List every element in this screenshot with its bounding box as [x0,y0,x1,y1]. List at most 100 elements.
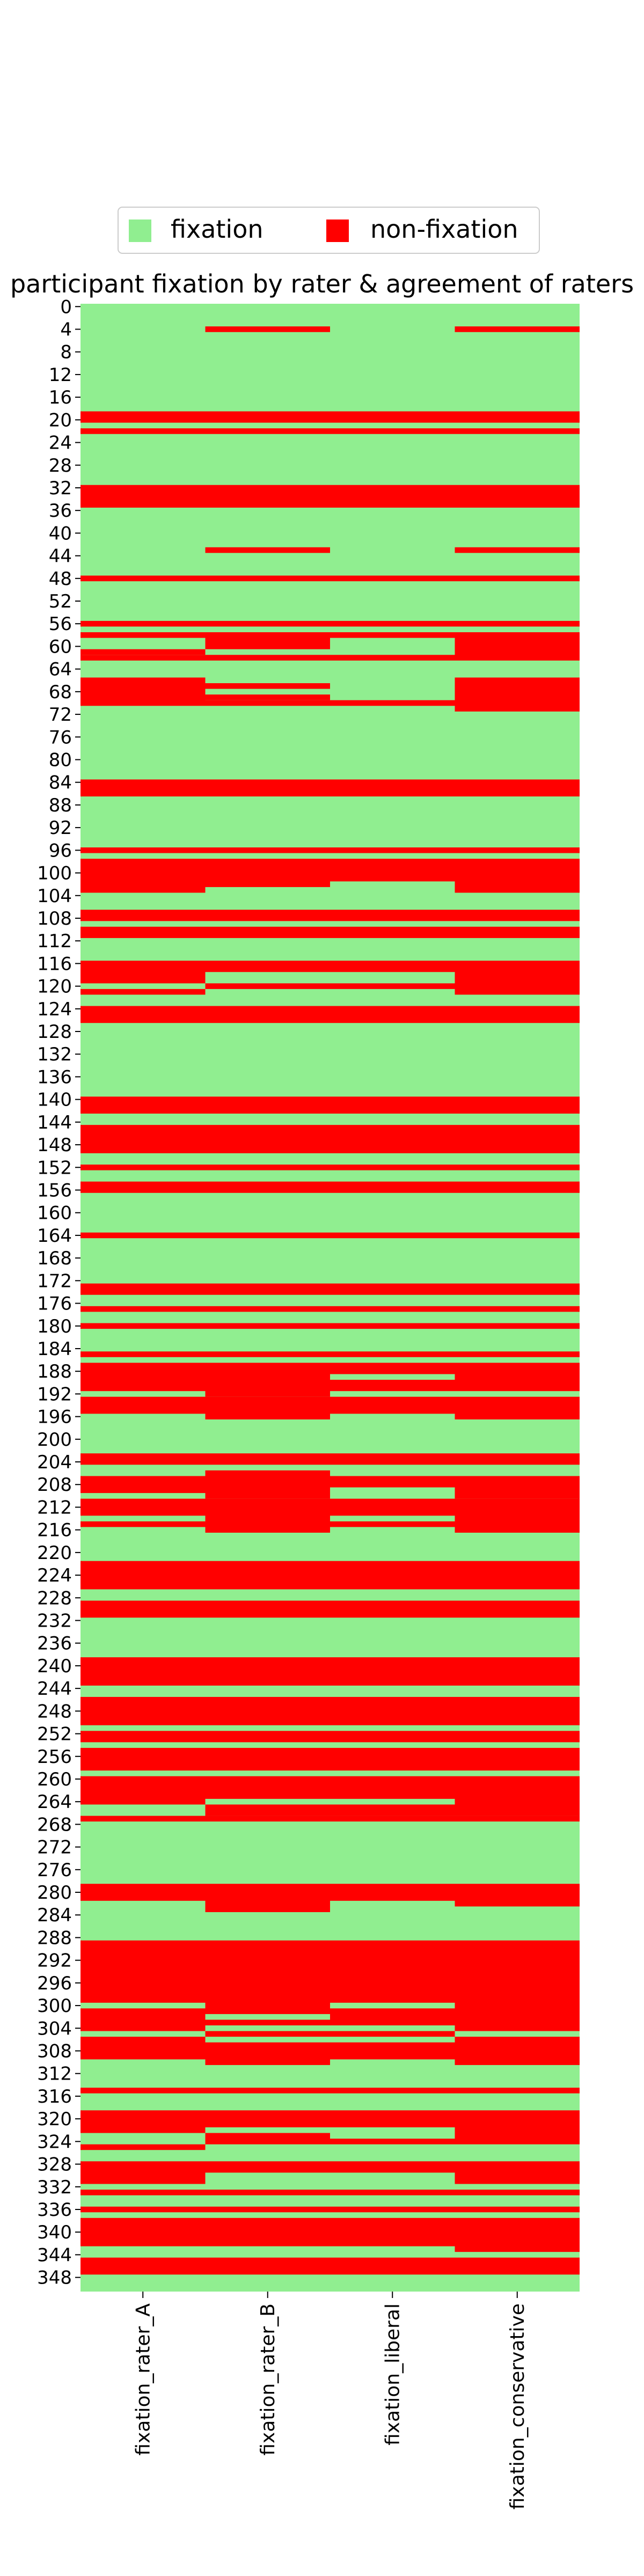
y-tick-label: 216 [37,1520,72,1541]
heatmap-cell-nonfixation [330,2206,455,2213]
y-tick-label: 64 [49,659,72,680]
heatmap-cell-nonfixation [455,1283,580,1295]
heatmap-cell-nonfixation [205,961,330,972]
heatmap-cells [80,304,580,2292]
heatmap-cell-nonfixation [455,485,580,508]
heatmap-cell-nonfixation [455,1657,580,1686]
y-tick-label: 16 [49,387,72,408]
heatmap-cell-nonfixation [455,910,580,921]
y-tick-label: 168 [37,1248,72,1269]
y-tick-label: 196 [37,1407,72,1428]
y-tick-label: 332 [37,2177,72,2198]
heatmap-cell-nonfixation [455,1600,580,1618]
heatmap-cell-nonfixation [330,1363,455,1374]
heatmap-cell-nonfixation [205,1306,330,1312]
heatmap-cell-nonfixation [205,2088,330,2094]
heatmap-cell-nonfixation [205,2218,330,2246]
heatmap-cell-nonfixation [205,1600,330,1618]
y-tick-label: 244 [37,1678,72,1700]
heatmap-cell-nonfixation [455,1453,580,1465]
heatmap-cell-nonfixation [205,1165,330,1170]
y-tick-label: 120 [37,976,72,998]
heatmap-cell-nonfixation [205,2190,330,2196]
heatmap-cell-nonfixation [455,677,580,712]
heatmap-cell-nonfixation [330,1006,455,1023]
legend: fixation non-fixation [118,207,540,254]
heatmap-cell-nonfixation [80,1363,206,1392]
heatmap-cell-nonfixation [330,485,455,508]
heatmap-cell-nonfixation [455,1351,580,1357]
y-tick-label: 212 [37,1497,72,1518]
heatmap-cell-nonfixation [80,779,206,797]
y-tick-label: 40 [49,523,72,544]
heatmap-cell-nonfixation [80,2190,206,2196]
y-tick-label: 224 [37,1565,72,1586]
heatmap-cell-nonfixation [80,575,206,582]
heatmap-cell-nonfixation [455,1306,580,1312]
heatmap-cell-nonfixation [205,1453,330,1465]
heatmap-cell-nonfixation [330,2257,455,2275]
chart-title: participant fixation by rater & agreemen… [10,269,634,298]
heatmap-cell-nonfixation [455,2088,580,2094]
heatmap-cell-nonfixation [455,1006,580,1023]
heatmap-cell-nonfixation [330,1804,455,1816]
heatmap-cell-nonfixation [330,2008,455,2026]
heatmap-cell-nonfixation [80,649,206,655]
heatmap-cell-nonfixation [205,700,330,706]
heatmap-cell-nonfixation [330,2161,455,2173]
heatmap-cell-nonfixation [80,1283,206,1295]
x-tick-label-fixation_conservative: fixation_conservative [507,2303,529,2509]
y-tick-label: 108 [37,908,72,930]
heatmap-cell-nonfixation [80,620,206,627]
heatmap-cell-nonfixation [455,1776,580,1816]
heatmap-cell-nonfixation [330,1283,455,1295]
heatmap-cell-nonfixation [205,779,330,797]
heatmap-cell-nonfixation [205,485,330,508]
y-axis: 0481216202428323640444852566064687276808… [37,296,80,2289]
heatmap-cell-nonfixation [205,632,330,649]
heatmap-cell-nonfixation [330,1657,455,1686]
heatmap-cell-nonfixation [455,1731,580,1743]
y-tick-label: 288 [37,1927,72,1949]
heatmap-cell-nonfixation [205,910,330,921]
heatmap-cell-nonfixation [80,677,206,706]
heatmap-cell-nonfixation [205,1498,330,1533]
y-tick-label: 192 [37,1384,72,1405]
y-tick-label: 128 [37,1021,72,1043]
y-tick-label: 276 [37,1860,72,1881]
heatmap-cell-nonfixation [205,694,330,700]
heatmap-cell-nonfixation [330,910,455,921]
heatmap-cell-nonfixation [455,1096,580,1114]
heatmap-cell-nonfixation [455,1816,580,1822]
y-tick-label: 60 [49,636,72,657]
heatmap-cell-nonfixation [330,1940,455,2003]
heatmap-cell-nonfixation [80,1498,206,1516]
heatmap-cell-nonfixation [455,632,580,661]
y-tick-label: 292 [37,1950,72,1972]
heatmap-cell-nonfixation [80,428,206,434]
y-tick-label: 236 [37,1633,72,1655]
y-tick-label: 180 [37,1316,72,1337]
heatmap-cell-nonfixation [455,1165,580,1170]
heatmap-cell-nonfixation [80,1306,206,1312]
heatmap-cell-nonfixation [455,926,580,938]
y-tick-label: 252 [37,1724,72,1745]
heatmap-cell-nonfixation [80,1323,206,1329]
heatmap-cell-nonfixation [80,1165,206,1170]
heatmap-cell-nonfixation [330,428,455,434]
y-tick-label: 256 [37,1746,72,1768]
y-tick-label: 184 [37,1338,72,1360]
heatmap-cell-nonfixation [330,1181,455,1193]
heatmap-cell-nonfixation [80,411,206,423]
y-tick-label: 264 [37,1791,72,1813]
heatmap-cell-nonfixation [455,1696,580,1725]
heatmap-cell-nonfixation [205,2257,330,2275]
heatmap-cell-nonfixation [80,1096,206,1114]
heatmap-cell-nonfixation [80,2161,206,2184]
heatmap-cell-nonfixation [455,1181,580,1193]
y-tick-label: 112 [37,931,72,952]
heatmap-cell-nonfixation [205,1816,330,1822]
heatmap-cell-nonfixation [205,683,330,689]
x-axis: fixation_rater_A fixation_rater_B fixation… [132,2292,529,2509]
